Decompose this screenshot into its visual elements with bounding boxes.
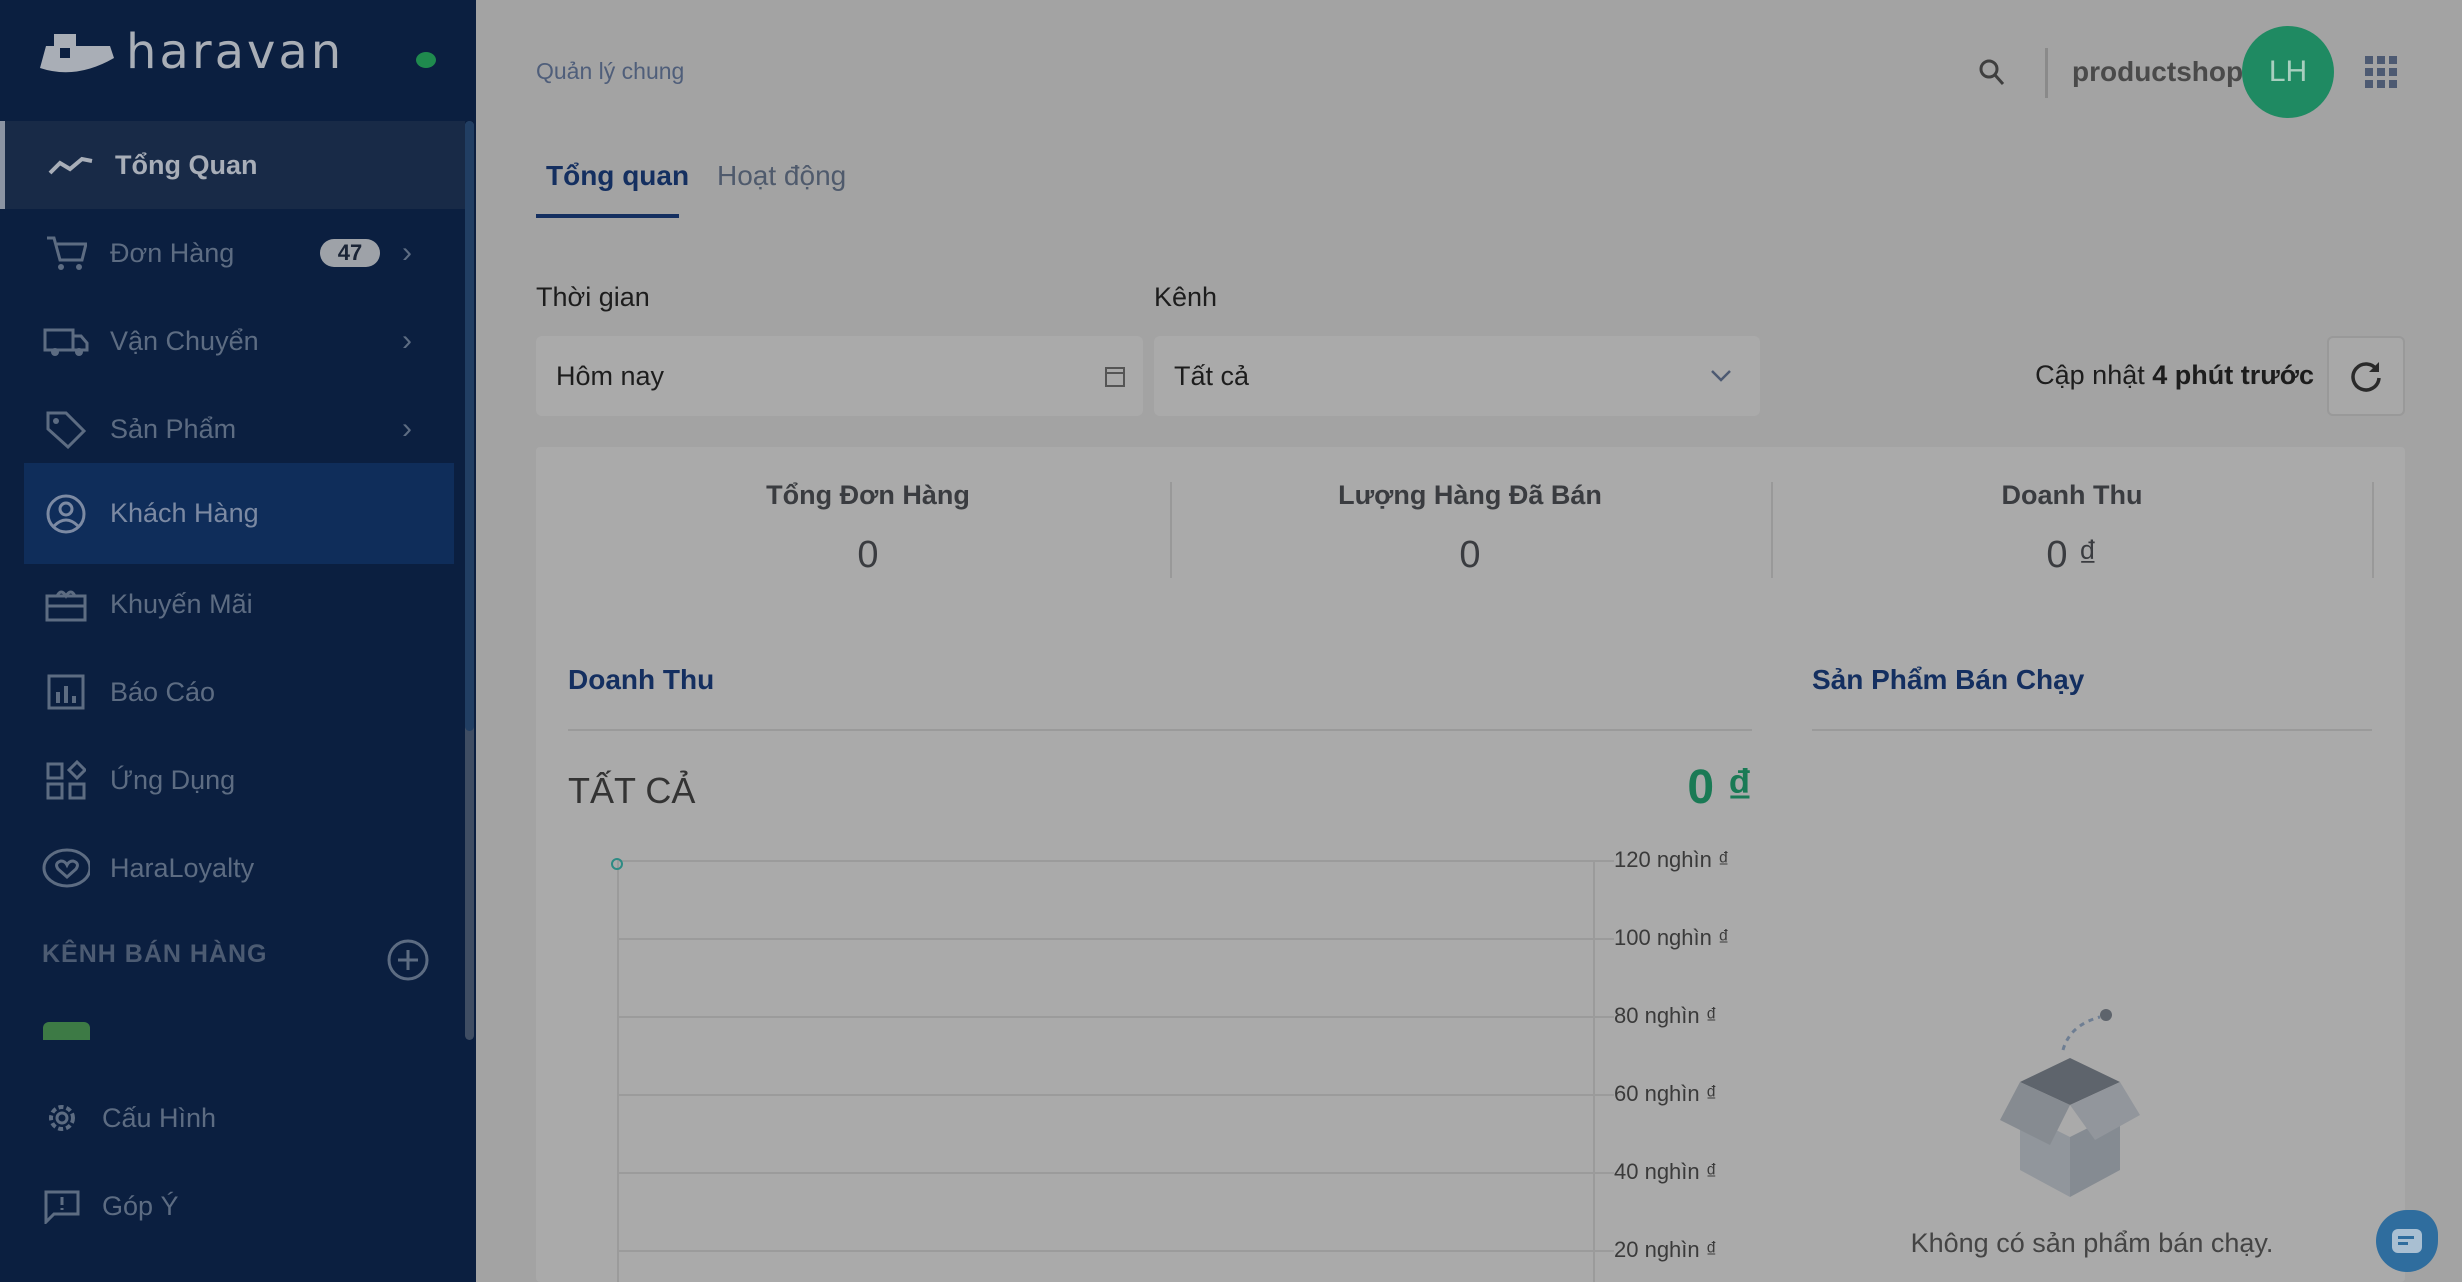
y-tick-label: 40 nghìn ₫ (1614, 1159, 1718, 1184)
sidebar-item-san-pham[interactable]: Sản Phẩm › (0, 385, 465, 473)
stat-divider (1170, 482, 1172, 578)
channel-label: Kênh (1154, 282, 1218, 312)
logo[interactable]: haravan (36, 24, 344, 80)
haravan-logo-icon (40, 34, 114, 73)
chart-gridline (617, 1250, 1614, 1252)
chart-gridline (617, 860, 1614, 862)
divider (1812, 729, 2372, 731)
bar-chart-icon (42, 672, 90, 712)
chat-icon (2392, 1229, 2422, 1253)
header-divider (2045, 48, 2048, 98)
trend-line-icon (47, 145, 95, 185)
chart-point-marker (611, 858, 623, 870)
truck-icon (42, 321, 90, 361)
revenue-channel-label: TẤT CẢ (568, 770, 696, 811)
cart-icon (42, 233, 90, 273)
sidebar-item-cau-hinh[interactable]: Cấu Hình (0, 1074, 465, 1162)
chart-gridline (617, 1094, 1614, 1096)
stat-divider (1771, 482, 1773, 578)
last-updated: Cập nhật 4 phút trước (2035, 360, 2314, 390)
sales-channels-title: KÊNH BÁN HÀNG (42, 940, 268, 968)
y-tick-label: 20 nghìn ₫ (1614, 1237, 1718, 1262)
chart-gridline (617, 1172, 1614, 1174)
app-grid-icon[interactable] (2365, 56, 2399, 90)
stat-value-items-sold: 0 (1459, 534, 1481, 576)
orders-count-badge: 47 (320, 239, 380, 267)
active-tab-indicator (536, 214, 679, 218)
stat-divider (2372, 482, 2374, 578)
channel-select-value: Tất cả (1174, 360, 1250, 391)
revenue-total: 0 ₫ (1687, 761, 1752, 814)
sidebar-item-bao-cao[interactable]: Báo Cáo (0, 648, 465, 736)
sidebar-item-haraloyalty[interactable]: HaraLoyalty (0, 824, 465, 912)
y-tick-label: 80 nghìn ₫ (1614, 1003, 1718, 1028)
sidebar-scrollbar-thumb[interactable] (465, 121, 474, 731)
stat-title-items-sold: Lượng Hàng Đã Bán (1338, 480, 1602, 510)
divider (568, 729, 1752, 731)
gift-icon (42, 584, 90, 624)
refresh-button[interactable] (2327, 336, 2405, 416)
online-status-dot (416, 52, 436, 68)
stat-value-total-orders: 0 (857, 534, 879, 576)
tab-tong-quan[interactable]: Tổng quan (546, 160, 690, 191)
sidebar: haravan Tổng Quan Đơn Hàng 47 › Vận Chuy… (0, 0, 476, 1282)
calendar-icon (1105, 367, 1125, 387)
empty-box-illustration (2000, 1009, 2140, 1197)
time-label: Thời gian (536, 282, 650, 312)
y-tick-label: 100 nghìn ₫ (1614, 925, 1730, 950)
breadcrumb[interactable]: Quản lý chung (536, 58, 685, 84)
chevron-right-icon: › (402, 324, 412, 357)
chart-left-axis (617, 860, 619, 1282)
refresh-icon (2351, 362, 2381, 392)
channel-app-icon (43, 1022, 90, 1040)
heart-icon (42, 848, 90, 888)
chart-gridline (617, 938, 1614, 940)
stat-title-total-orders: Tổng Đơn Hàng (766, 480, 970, 510)
best-sellers-empty-text: Không có sản phẩm bán chạy. (1910, 1228, 2274, 1258)
y-tick-label: 60 nghìn ₫ (1614, 1081, 1718, 1106)
date-range-value: Hôm nay (556, 360, 665, 391)
add-channel-icon[interactable] (386, 938, 430, 982)
chat-button[interactable] (2376, 1210, 2438, 1272)
chart-gridline (617, 1016, 1614, 1018)
avatar[interactable]: LH (2242, 26, 2334, 118)
chevron-right-icon: › (402, 236, 412, 269)
chevron-down-icon (1711, 370, 1731, 382)
tab-hoat-dong[interactable]: Hoạt động (717, 160, 847, 191)
stat-title-revenue: Doanh Thu (2001, 480, 2143, 510)
sidebar-item-don-hang[interactable]: Đơn Hàng 47 › (0, 209, 465, 297)
chevron-right-icon: › (402, 412, 412, 445)
sidebar-item-tong-quan[interactable]: Tổng Quan (0, 121, 465, 209)
sidebar-item-van-chuyen[interactable]: Vận Chuyển › (0, 297, 465, 385)
user-circle-icon (42, 494, 90, 534)
revenue-section-title: Doanh Thu (568, 664, 715, 695)
sidebar-item-gop-y[interactable]: Góp Ý (0, 1162, 465, 1250)
stat-value-revenue: 0 ₫ (2046, 534, 2098, 576)
apps-icon (42, 760, 90, 800)
tag-icon (42, 409, 90, 449)
search-icon[interactable] (1978, 58, 2006, 88)
feedback-icon (38, 1186, 86, 1226)
channel-select[interactable]: Tất cả (1154, 336, 1760, 416)
sidebar-item-khuyen-mai[interactable]: Khuyến Mãi (0, 560, 465, 648)
shop-name[interactable]: productshop (2072, 56, 2244, 87)
y-tick-label: 120 nghìn ₫ (1614, 847, 1730, 872)
chart-right-axis (1593, 860, 1595, 1282)
date-range-input[interactable]: Hôm nay (536, 336, 1143, 416)
best-sellers-title: Sản Phẩm Bán Chạy (1812, 664, 2085, 695)
sidebar-item-khach-hang[interactable]: Khách Hàng (24, 463, 454, 564)
gear-icon (38, 1098, 86, 1138)
sidebar-item-ung-dung[interactable]: Ứng Dụng (0, 736, 465, 824)
